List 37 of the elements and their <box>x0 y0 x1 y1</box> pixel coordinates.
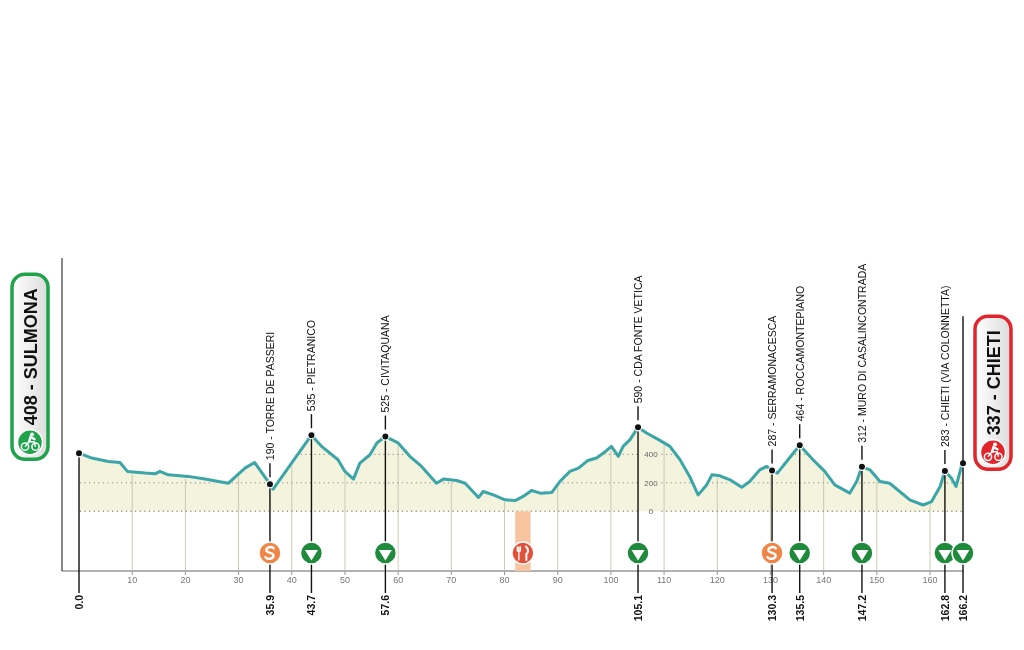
x-tick-label: 120 <box>709 575 725 585</box>
x-tick-label: 20 <box>180 575 191 585</box>
annotation: 525 - CIVITAQUANA <box>379 315 392 413</box>
annotation: 287 - SERRAMONACESCA <box>765 315 778 447</box>
annotation: 35.9 <box>263 594 276 616</box>
x-tick-label: 150 <box>869 575 885 585</box>
annotation: 312 - MURO DI CASALINCONTRADA <box>855 263 868 443</box>
y-tick-label: 200 <box>644 478 659 488</box>
x-tick-label: 30 <box>233 575 244 585</box>
x-tick-label: 100 <box>603 575 619 585</box>
y-tick-label: 0 <box>648 507 654 517</box>
annotation: 130.3 <box>766 594 779 622</box>
x-tick-label: 160 <box>922 575 938 585</box>
annotation: 147.2 <box>855 594 868 622</box>
annotation: 162.8 <box>938 594 951 622</box>
annotation: 190 - TORRE DE PASSERI <box>263 331 276 461</box>
text: 105.1 <box>632 594 645 622</box>
annotation: 57.6 <box>379 594 392 616</box>
annotation: 535 - PIETRANICO <box>305 320 318 412</box>
x-tick-label: 60 <box>393 575 404 585</box>
annotation: 166.2 <box>957 594 969 622</box>
x-tick-label: 110 <box>656 575 672 585</box>
x-tick-label: 140 <box>816 575 832 585</box>
annotation: 464 - ROCCAMONTEPIANO <box>793 285 806 422</box>
x-tick-label: 90 <box>552 575 563 585</box>
x-tick-label: 10 <box>127 575 138 585</box>
annotation: 283 - CHIETI (VIA COLONNETTA) <box>938 285 951 447</box>
x-tick-label: 70 <box>446 575 457 585</box>
x-tick-label: 40 <box>286 575 297 585</box>
annotation: 408 - SULMONA <box>20 288 41 426</box>
annotation: 337 - CHIETI <box>983 330 1004 436</box>
x-tick-label: 50 <box>339 575 350 585</box>
y-tick-label: 400 <box>644 450 659 460</box>
annotation: 590 - CDA FONTE VETICA <box>631 275 644 404</box>
annotation: 43.7 <box>305 594 318 616</box>
x-tick-label: 80 <box>499 575 510 585</box>
annotation: 135.5 <box>793 594 806 622</box>
